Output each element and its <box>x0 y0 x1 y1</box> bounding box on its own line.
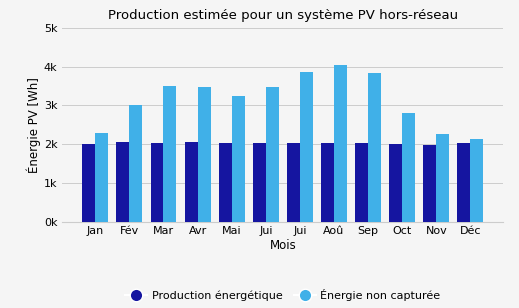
Bar <box>470 140 483 222</box>
Bar <box>218 143 231 222</box>
Bar <box>368 73 381 222</box>
Bar <box>457 143 470 222</box>
Bar <box>129 104 142 222</box>
Bar <box>151 143 163 222</box>
X-axis label: Mois: Mois <box>269 239 296 252</box>
Title: Production estimée pour un système PV hors-réseau: Production estimée pour un système PV ho… <box>108 9 458 22</box>
Bar <box>321 143 334 222</box>
Bar <box>198 87 211 222</box>
Legend: Production énergétique, Énergie non capturée: Production énergétique, Énergie non capt… <box>121 285 445 306</box>
Bar <box>300 72 313 222</box>
Bar <box>334 65 347 222</box>
Bar <box>266 87 279 222</box>
Bar <box>436 134 449 222</box>
Bar <box>83 144 95 222</box>
Bar <box>402 113 415 222</box>
Bar <box>287 143 300 222</box>
Bar <box>185 142 198 222</box>
Bar <box>253 143 266 222</box>
Bar <box>231 96 244 222</box>
Bar <box>424 145 436 222</box>
Bar <box>163 86 176 222</box>
Bar <box>95 133 108 222</box>
Bar <box>355 143 368 222</box>
Bar <box>389 144 402 222</box>
Bar <box>116 142 129 222</box>
Y-axis label: Énergie PV [Wh]: Énergie PV [Wh] <box>26 77 41 173</box>
